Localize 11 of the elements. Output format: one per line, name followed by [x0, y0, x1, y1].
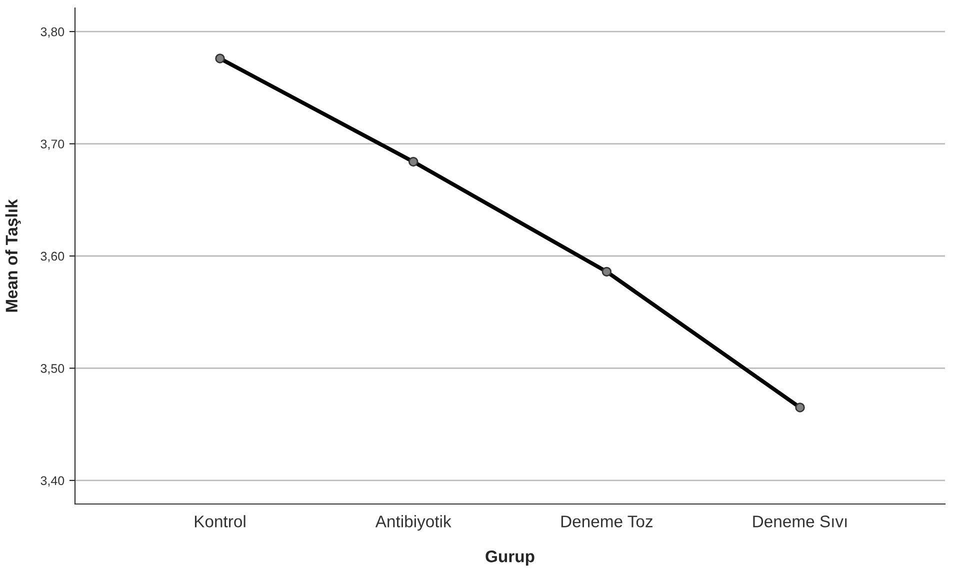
x-tick-label: Kontrol — [194, 515, 246, 528]
y-tick-label: 3,60 — [40, 252, 64, 262]
y-tick-label: 3,80 — [40, 27, 64, 38]
x-tick-label: Deneme Sıvı — [753, 516, 847, 528]
x-tick-label: Deneme Toz — [561, 516, 652, 528]
y-tick-label: 3,50 — [40, 364, 64, 374]
y-tick-label: 3,40 — [40, 476, 64, 487]
x-tick-label: Antibiyotik — [375, 515, 452, 531]
y-tick-label: 3,70 — [40, 140, 64, 150]
y-axis-title: Mean of Taşlık — [5, 199, 21, 312]
x-axis-title: Gurup — [486, 550, 534, 566]
